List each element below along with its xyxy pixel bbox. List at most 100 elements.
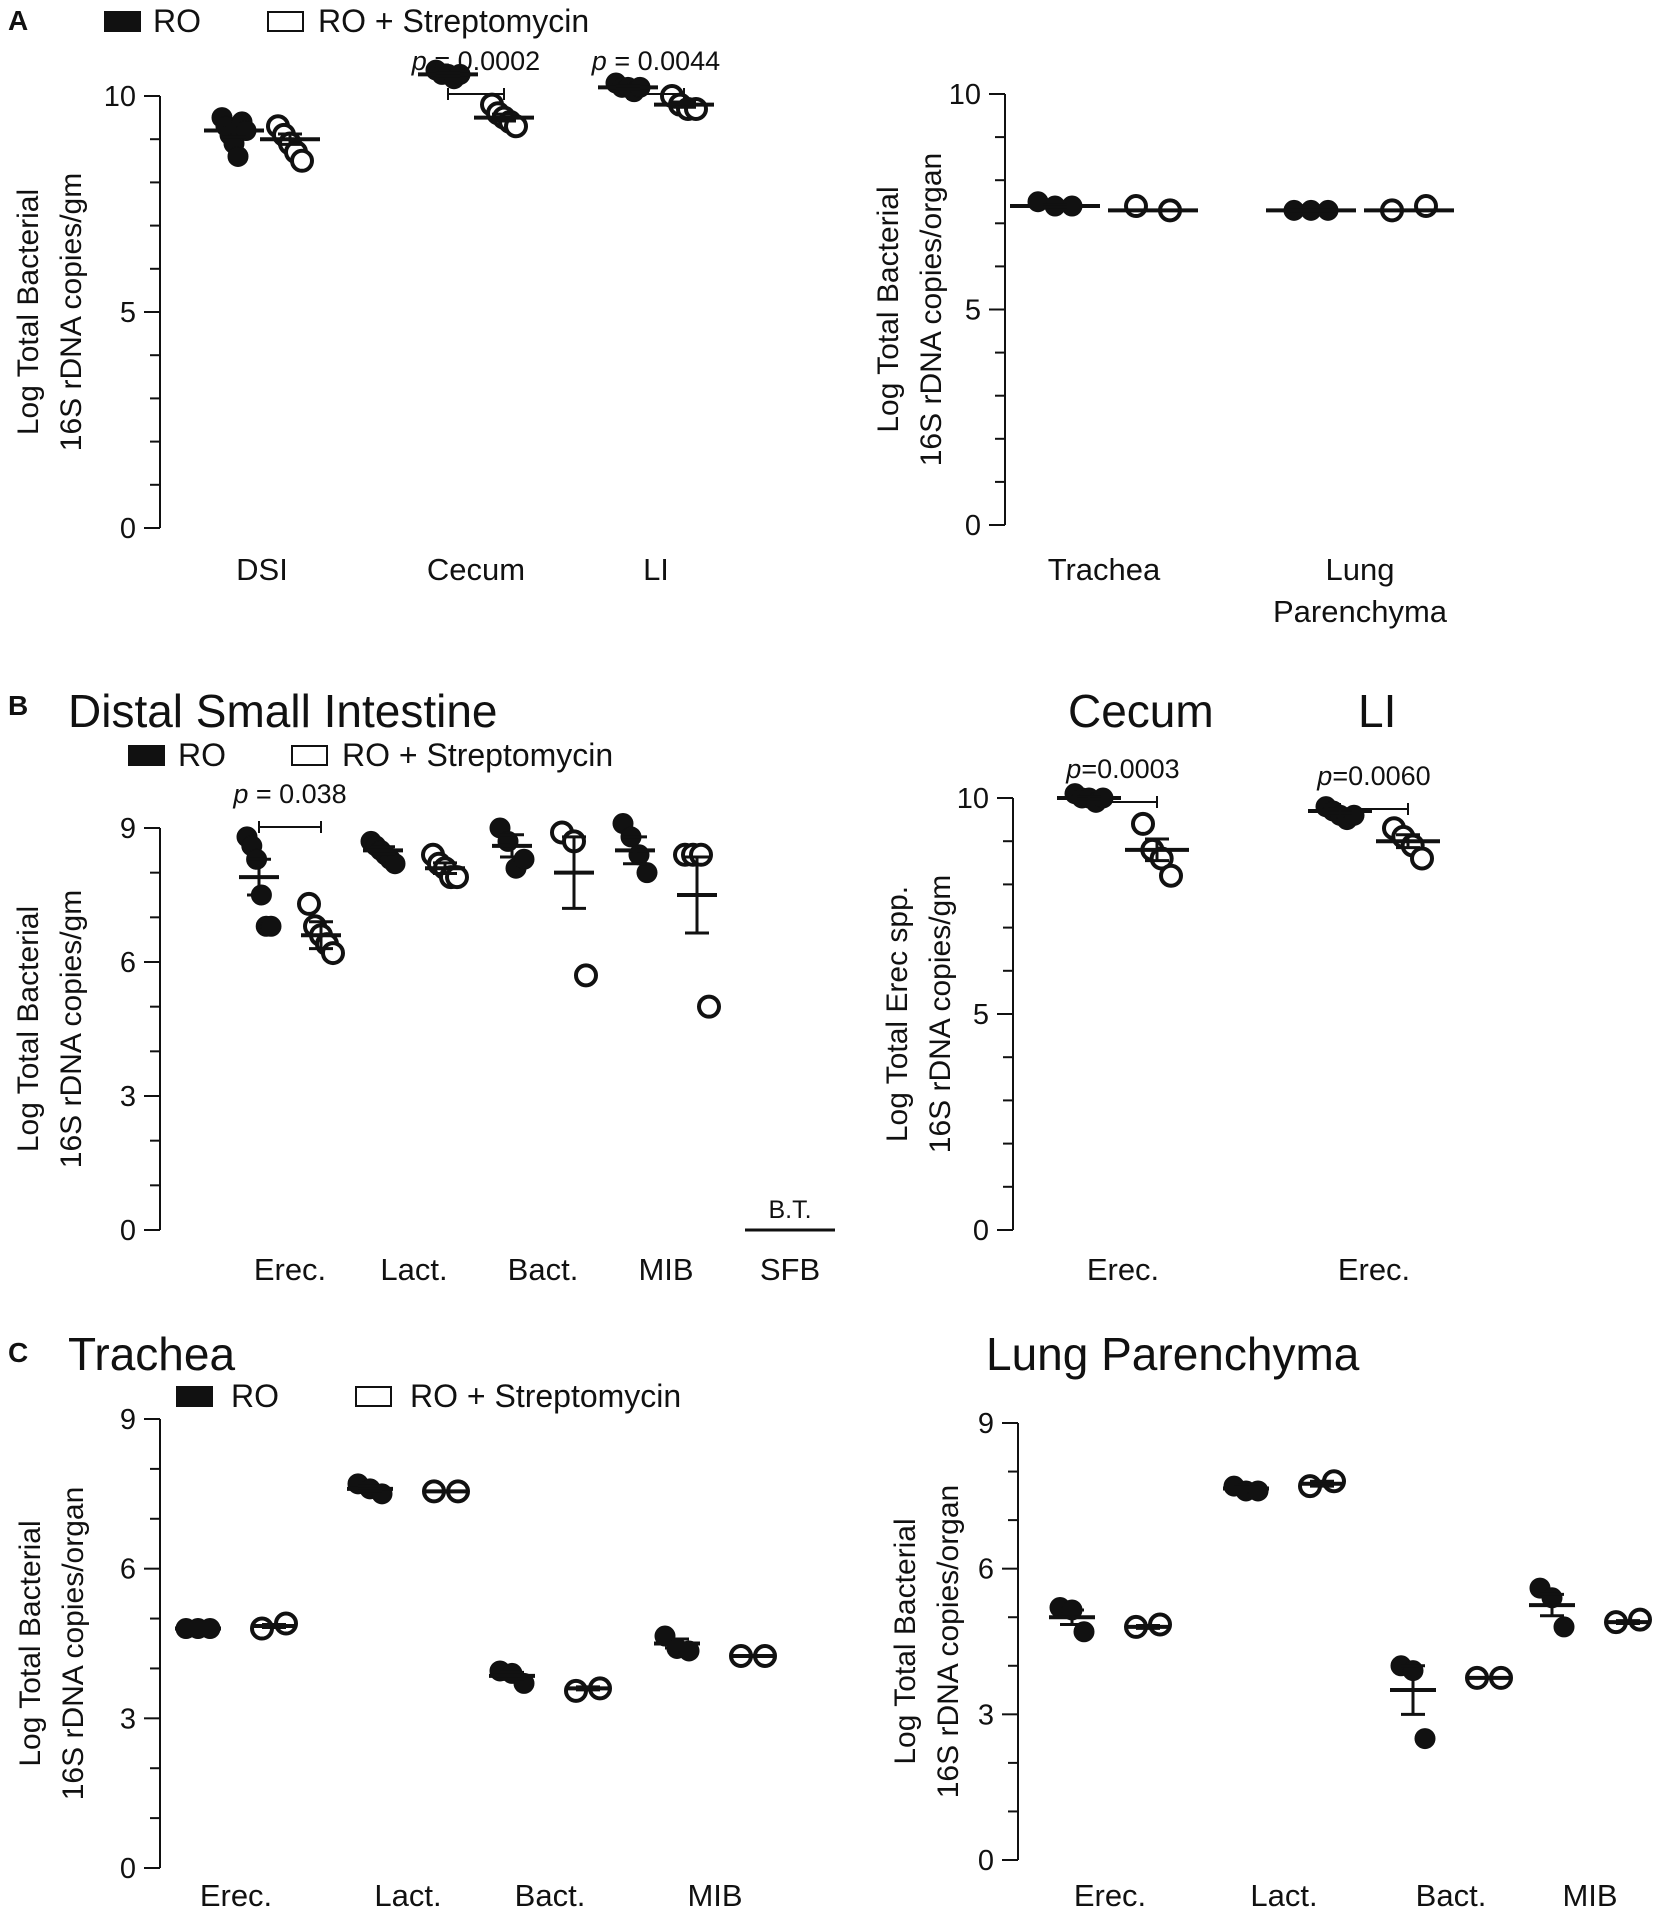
y-tick-label: 0: [965, 510, 981, 542]
panel-b-title: Distal Small Intestine: [68, 685, 498, 737]
category-label: Erec.: [200, 1878, 272, 1910]
panel-c-lung-title: Lung Parenchyma: [986, 1328, 1360, 1380]
category-label: LI: [643, 552, 669, 587]
data-point-open: [297, 891, 321, 916]
legend-c-strep-label: RO + Streptomycin: [410, 1378, 681, 1414]
legend-a-ro-label: RO: [153, 3, 201, 39]
data-point-filled: [260, 915, 282, 937]
category-label: Trachea: [1048, 552, 1161, 587]
panel-b-li-title: LI: [1358, 685, 1396, 737]
y-axis-title-line: Log Total Bacterial: [12, 189, 45, 435]
category-label: Lact.: [1250, 1878, 1317, 1910]
y-tick-label: 5: [965, 295, 981, 327]
data-point-filled: [1073, 1621, 1095, 1643]
chart-b-dsi: 0 3 6 9 Log Total Bacterial 16S rDNA copies/g…: [12, 779, 835, 1287]
category-label: MIB: [687, 1878, 742, 1910]
category-label: Cecum: [427, 552, 525, 587]
category-label: Bact.: [1416, 1878, 1487, 1910]
category-label: DSI: [236, 552, 288, 587]
chart-a-resp: 0 5 10 Log Total Bacterial 16S rDNA copies/o…: [872, 79, 1454, 629]
below-threshold-label: B.T.: [768, 1196, 811, 1224]
y-axis-title-line: 16S rDNA copies/gm: [924, 875, 957, 1153]
legend-c-filled-swatch: [176, 1386, 213, 1407]
legend-a-filled-swatch: [104, 11, 141, 32]
panel-letter-c: C: [8, 1337, 28, 1368]
category-label: Lact.: [380, 1252, 447, 1287]
category-label: Erec.: [1338, 1252, 1410, 1287]
data-point-filled: [1553, 1616, 1575, 1638]
data-point-filled: [628, 844, 650, 866]
p-value-label: p=0.0060: [1316, 761, 1430, 791]
p-value-number: = 0.0002: [427, 46, 540, 76]
p-value-symbol: p: [1316, 761, 1332, 791]
y-tick-label: 3: [120, 1703, 136, 1735]
data-point-open: [321, 941, 345, 966]
y-tick-label: 0: [120, 1853, 136, 1885]
category-label: Lung: [1326, 552, 1395, 587]
p-value-symbol: p: [591, 46, 607, 76]
y-tick-label: 9: [978, 1408, 994, 1440]
y-tick-label: 9: [120, 1404, 136, 1436]
y-axis-title-line: Log Total Bacterial: [872, 186, 905, 432]
data-point-filled: [1414, 1728, 1436, 1750]
panel-c-trachea-title: Trachea: [68, 1328, 235, 1380]
chart-c-trachea: 0 3 6 9 Log Total Bacterial 16S rDNA copies/o…: [14, 1404, 777, 1910]
legend-c: RO RO + Streptomycin: [176, 1378, 681, 1414]
panel-letter-a: A: [8, 5, 28, 36]
y-tick-label: 5: [120, 297, 136, 329]
y-tick-label: 6: [120, 947, 136, 979]
y-tick-label: 0: [120, 1215, 136, 1247]
y-axis-title-line: 16S rDNA copies/organ: [57, 1487, 90, 1801]
y-axis-title-line: 16S rDNA copies/gm: [55, 890, 88, 1168]
y-tick-label: 10: [949, 79, 981, 111]
y-axis-title-line: Log Total Bacterial: [12, 906, 45, 1152]
p-value-symbol: p: [232, 779, 248, 809]
legend-b: RO RO + Streptomycin: [128, 737, 613, 773]
p-value-label: p = 0.038: [232, 779, 346, 809]
p-value-label: p=0.0003: [1065, 754, 1179, 784]
legend-b-open-swatch: [291, 745, 328, 766]
data-point-filled: [636, 862, 658, 884]
y-tick-label: 0: [973, 1215, 989, 1247]
legend-c-open-swatch: [355, 1386, 392, 1407]
legend-c-ro-label: RO: [231, 1378, 279, 1414]
legend-b-strep-label: RO + Streptomycin: [342, 737, 613, 773]
y-tick-label: 10: [104, 81, 136, 113]
data-point-open: [1131, 811, 1155, 836]
legend-b-ro-label: RO: [178, 737, 226, 773]
y-tick-label: 5: [973, 999, 989, 1031]
category-label: Parenchyma: [1273, 594, 1448, 629]
data-point-open: [1124, 194, 1148, 219]
y-axis-title-line: Log Total Bacterial: [889, 1518, 922, 1764]
category-label: Erec.: [254, 1252, 326, 1287]
panel-b-cecum-title: Cecum: [1068, 685, 1214, 737]
data-point-filled: [227, 145, 249, 167]
y-tick-label: 6: [120, 1554, 136, 1586]
y-axis-title-line: Log Total Bacterial: [14, 1520, 47, 1766]
category-label: Bact.: [515, 1878, 586, 1910]
y-axis-title-line: 16S rDNA copies/organ: [932, 1485, 965, 1799]
category-label: Lact.: [374, 1878, 441, 1910]
chart-b-erec: 0 5 10 Log Total Erec spp. 16S rDNA copies/g…: [881, 754, 1440, 1287]
y-tick-label: 10: [957, 783, 989, 815]
y-tick-label: 0: [120, 513, 136, 545]
y-axis-title-line: 16S rDNA copies/gm: [55, 173, 88, 451]
legend-b-filled-swatch: [128, 745, 165, 766]
p-value-number: =0.0060: [1332, 761, 1430, 791]
p-value-label: p = 0.0002: [411, 46, 540, 76]
category-label: Erec.: [1074, 1878, 1146, 1910]
data-point-open: [1159, 863, 1183, 888]
data-point-open: [1410, 846, 1434, 871]
legend-a: RO RO + Streptomycin: [104, 3, 589, 39]
data-point-open: [689, 842, 713, 867]
data-point-filled: [678, 1640, 700, 1662]
y-tick-label: 3: [120, 1081, 136, 1113]
p-value-label: p = 0.0044: [591, 46, 720, 76]
panel-letter-b: B: [8, 690, 28, 721]
p-value-number: =0.0003: [1081, 754, 1179, 784]
data-point-open: [697, 994, 721, 1019]
y-axis-title-line: Log Total Erec spp.: [881, 886, 914, 1142]
y-tick-label: 0: [978, 1845, 994, 1877]
y-tick-label: 3: [978, 1699, 994, 1731]
legend-a-open-swatch: [267, 11, 304, 32]
